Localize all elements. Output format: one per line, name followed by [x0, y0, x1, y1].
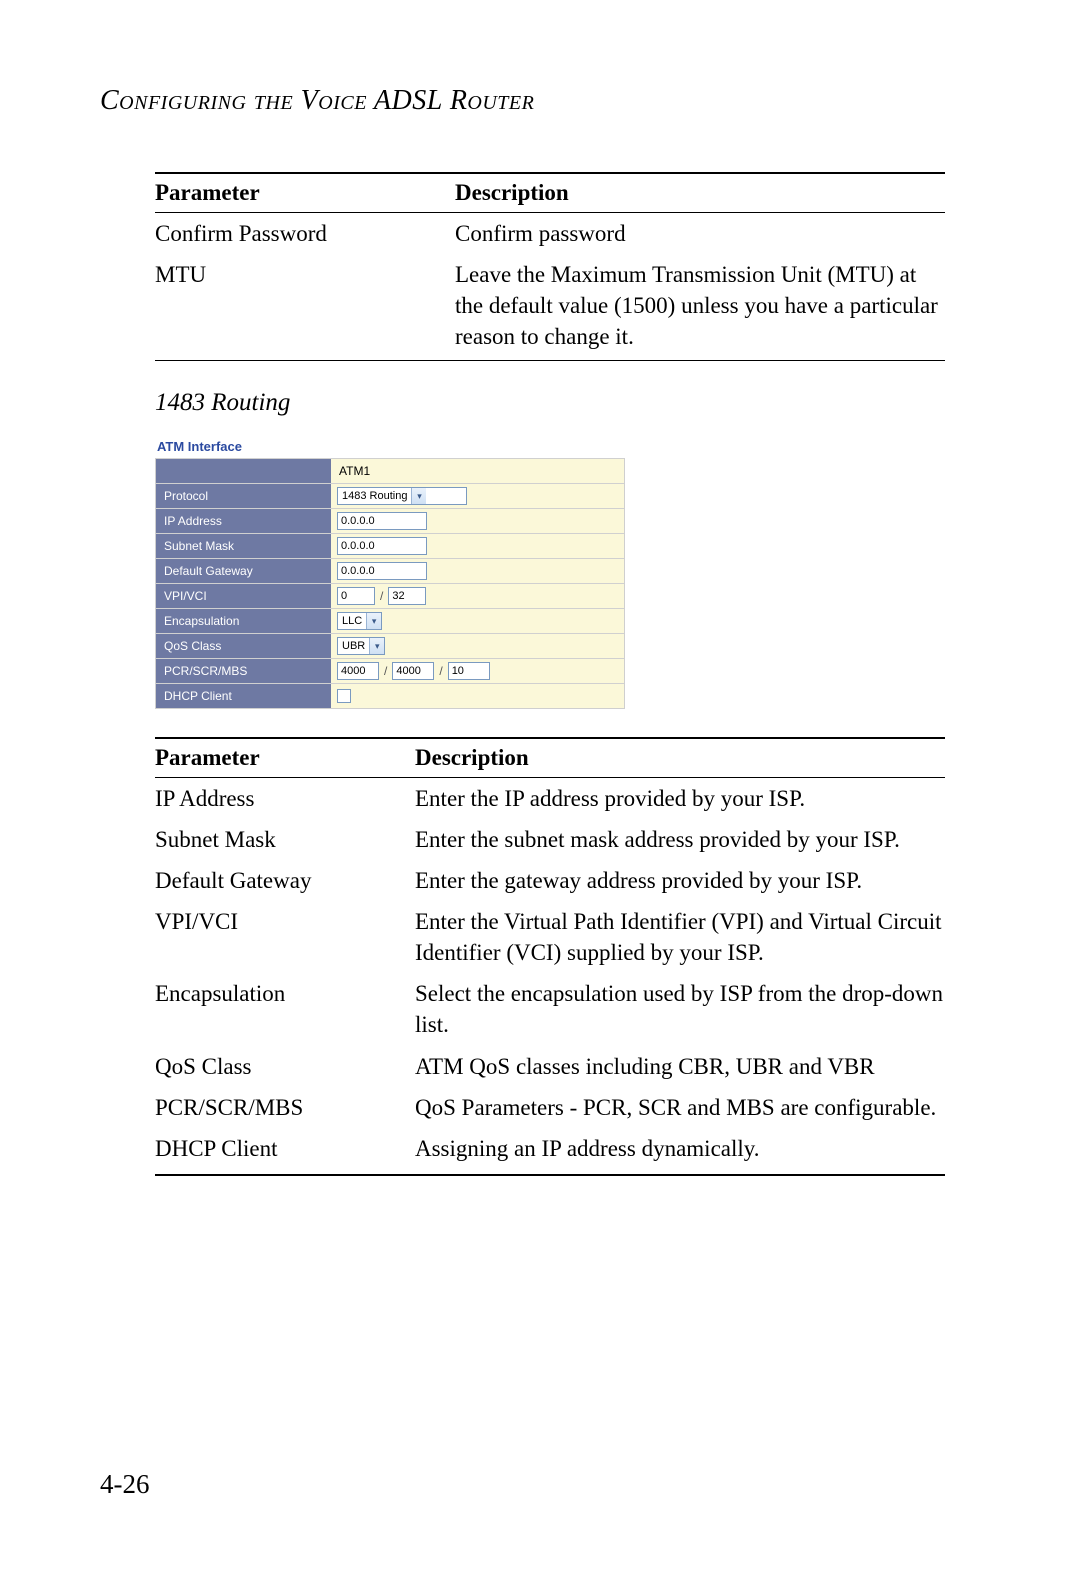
desc-cell: Enter the gateway address provided by yo… [415, 860, 945, 901]
protocol-select-value: 1483 Routing [342, 490, 407, 502]
param-cell: Encapsulation [155, 973, 415, 1045]
atm-label-qos: QoS Class [156, 634, 331, 658]
atm-row-ip: IP Address [156, 508, 624, 533]
chevron-down-icon: ▾ [366, 613, 381, 629]
table-row: Default GatewayEnter the gateway address… [155, 860, 945, 901]
qos-class-select[interactable]: UBR ▾ [337, 637, 385, 655]
atm-row-subnet: Subnet Mask [156, 533, 624, 558]
table-row: Confirm Password Confirm password [155, 213, 945, 255]
param-cell: Subnet Mask [155, 819, 415, 860]
atm-label-dhcp: DHCP Client [156, 684, 331, 708]
page-number: 4-26 [100, 1469, 150, 1500]
ip-address-input[interactable] [337, 512, 427, 530]
parameter-table-1: Parameter Description Confirm Password C… [155, 172, 945, 361]
atm-label-ip: IP Address [156, 509, 331, 533]
atm-row-gateway: Default Gateway [156, 558, 624, 583]
atm-interface-panel: ATM1 Protocol 1483 Routing ▾ IP Address … [155, 458, 625, 709]
dhcp-client-checkbox[interactable] [337, 689, 351, 703]
param-cell: Confirm Password [155, 213, 455, 255]
atm-label-protocol: Protocol [156, 484, 331, 508]
atm-label-encap: Encapsulation [156, 609, 331, 633]
atm-row-encap: Encapsulation LLC ▾ [156, 608, 624, 633]
param-cell: MTU [155, 254, 455, 361]
section-heading: 1483 Routing [155, 389, 980, 417]
param-cell: VPI/VCI [155, 901, 415, 973]
atm-label-blank [156, 459, 331, 483]
slash-separator: / [378, 589, 385, 603]
desc-cell: Assigning an IP address dynamically. [415, 1128, 945, 1175]
atm-row-qos: QoS Class UBR ▾ [156, 633, 624, 658]
desc-cell: Enter the Virtual Path Identifier (VPI) … [415, 901, 945, 973]
pcr-input[interactable] [337, 662, 379, 680]
table-row: PCR/SCR/MBSQoS Parameters - PCR, SCR and… [155, 1087, 945, 1128]
param-cell: DHCP Client [155, 1128, 415, 1175]
param-cell: QoS Class [155, 1046, 415, 1087]
param-cell: PCR/SCR/MBS [155, 1087, 415, 1128]
table-row: DHCP ClientAssigning an IP address dynam… [155, 1128, 945, 1175]
table-row: EncapsulationSelect the encapsulation us… [155, 973, 945, 1045]
desc-cell: Confirm password [455, 213, 945, 255]
atm-row-dhcp: DHCP Client [156, 683, 624, 708]
desc-cell: ATM QoS classes including CBR, UBR and V… [415, 1046, 945, 1087]
desc-cell: Select the encapsulation used by ISP fro… [415, 973, 945, 1045]
param-cell: Default Gateway [155, 860, 415, 901]
atm-label-gateway: Default Gateway [156, 559, 331, 583]
protocol-select[interactable]: 1483 Routing ▾ [337, 487, 467, 505]
desc-cell: Enter the IP address provided by your IS… [415, 778, 945, 820]
slash-separator: / [382, 664, 389, 678]
table-row: VPI/VCIEnter the Virtual Path Identifier… [155, 901, 945, 973]
atm-interface-title: ATM Interface [155, 435, 625, 458]
slash-separator: / [437, 664, 444, 678]
param-cell: IP Address [155, 778, 415, 820]
subnet-mask-input[interactable] [337, 537, 427, 555]
encapsulation-select-value: LLC [342, 615, 362, 627]
parameter-table-2: Parameter Description IP AddressEnter th… [155, 737, 945, 1175]
mbs-input[interactable] [448, 662, 490, 680]
table-header-desc: Description [455, 173, 945, 213]
table-header-param: Parameter [155, 738, 415, 778]
atm-label-subnet: Subnet Mask [156, 534, 331, 558]
table-row: Subnet MaskEnter the subnet mask address… [155, 819, 945, 860]
atm-interface-name: ATM1 [331, 459, 624, 483]
desc-cell: Leave the Maximum Transmission Unit (MTU… [455, 254, 945, 361]
chapter-title: Configuring the Voice ADSL Router [100, 85, 980, 117]
vci-input[interactable] [388, 587, 426, 605]
atm-row-interface: ATM1 [156, 458, 624, 483]
default-gateway-input[interactable] [337, 562, 427, 580]
encapsulation-select[interactable]: LLC ▾ [337, 612, 382, 630]
table-header-param: Parameter [155, 173, 455, 213]
chevron-down-icon: ▾ [411, 488, 426, 504]
qos-class-select-value: UBR [342, 640, 365, 652]
atm-row-protocol: Protocol 1483 Routing ▾ [156, 483, 624, 508]
atm-label-vpivci: VPI/VCI [156, 584, 331, 608]
chevron-down-icon: ▾ [369, 638, 384, 654]
table-row: QoS ClassATM QoS classes including CBR, … [155, 1046, 945, 1087]
atm-label-pcr: PCR/SCR/MBS [156, 659, 331, 683]
atm-row-vpivci: VPI/VCI / [156, 583, 624, 608]
table-header-desc: Description [415, 738, 945, 778]
vpi-input[interactable] [337, 587, 375, 605]
desc-cell: QoS Parameters - PCR, SCR and MBS are co… [415, 1087, 945, 1128]
scr-input[interactable] [392, 662, 434, 680]
desc-cell: Enter the subnet mask address provided b… [415, 819, 945, 860]
table-row: IP AddressEnter the IP address provided … [155, 778, 945, 820]
table-row: MTU Leave the Maximum Transmission Unit … [155, 254, 945, 361]
atm-row-pcr: PCR/SCR/MBS / / [156, 658, 624, 683]
